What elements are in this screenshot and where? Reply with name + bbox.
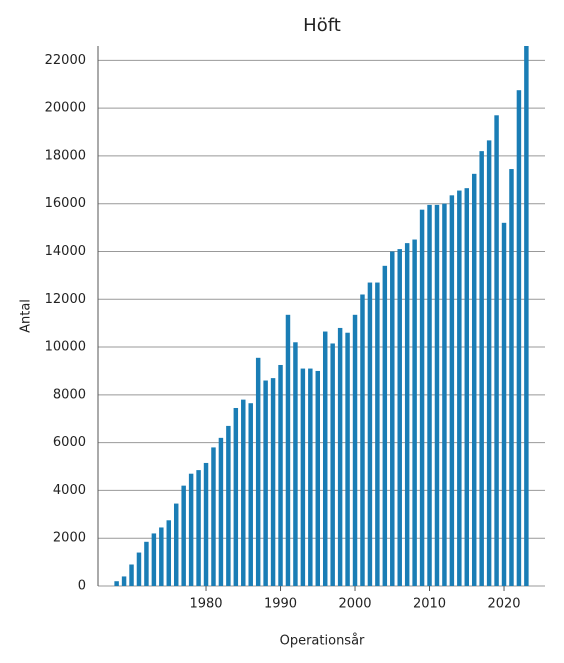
bar bbox=[412, 239, 417, 586]
bar bbox=[196, 470, 201, 586]
bar bbox=[464, 188, 470, 586]
bar bbox=[516, 90, 522, 586]
bar bbox=[159, 527, 164, 586]
bar bbox=[367, 282, 373, 586]
bar bbox=[144, 541, 149, 586]
x-tick-label: 1980 bbox=[189, 597, 222, 612]
bar bbox=[471, 173, 477, 587]
bar bbox=[308, 368, 313, 586]
bar bbox=[255, 357, 261, 586]
bar bbox=[315, 370, 321, 586]
bar bbox=[442, 203, 447, 587]
bar bbox=[293, 342, 298, 586]
bar bbox=[390, 251, 395, 586]
y-tick-label: 20000 bbox=[45, 101, 86, 116]
bar bbox=[479, 151, 484, 586]
bar bbox=[270, 378, 276, 586]
bar bbox=[352, 314, 358, 586]
y-tick-label: 14000 bbox=[45, 244, 86, 259]
bar bbox=[509, 169, 514, 586]
chart-title: Höft bbox=[303, 15, 341, 36]
bar bbox=[211, 447, 216, 586]
y-tick-label: 6000 bbox=[53, 435, 86, 450]
bar bbox=[375, 282, 380, 586]
y-tick-label: 8000 bbox=[53, 387, 86, 402]
bar bbox=[457, 190, 462, 586]
y-tick-label: 0 bbox=[78, 579, 86, 594]
bar bbox=[285, 314, 291, 586]
y-tick-label: 2000 bbox=[53, 531, 86, 546]
bar bbox=[345, 332, 350, 586]
y-tick-label: 10000 bbox=[45, 340, 86, 355]
x-tick-label: 2000 bbox=[338, 597, 371, 612]
y-axis-label: Antal bbox=[19, 299, 34, 333]
bar bbox=[337, 327, 343, 586]
bar bbox=[218, 437, 224, 586]
bar bbox=[494, 115, 499, 586]
bar bbox=[404, 243, 410, 586]
bar bbox=[241, 399, 246, 586]
bar bbox=[114, 581, 119, 586]
bar bbox=[434, 204, 440, 586]
y-tick-label: 12000 bbox=[45, 292, 86, 307]
y-tick-label: 16000 bbox=[45, 196, 86, 211]
y-tick-label: 18000 bbox=[45, 148, 86, 163]
bar bbox=[129, 564, 134, 586]
bar bbox=[330, 343, 335, 586]
bar bbox=[486, 140, 492, 586]
bar bbox=[419, 209, 425, 587]
bar bbox=[203, 462, 209, 586]
bar bbox=[263, 380, 268, 586]
y-tick-label: 22000 bbox=[45, 53, 86, 68]
bar bbox=[181, 485, 186, 586]
bar bbox=[397, 249, 402, 586]
bar bbox=[322, 331, 328, 586]
x-tick-label: 2010 bbox=[413, 597, 446, 612]
x-axis-label: Operationsår bbox=[280, 634, 365, 649]
bar bbox=[151, 533, 157, 586]
x-tick-label: 1990 bbox=[264, 597, 297, 612]
bar bbox=[427, 204, 432, 586]
bar bbox=[524, 46, 529, 586]
bar bbox=[449, 195, 455, 586]
bar bbox=[226, 425, 231, 586]
bar bbox=[173, 503, 179, 586]
y-tick-label: 4000 bbox=[53, 483, 86, 498]
bar bbox=[300, 368, 306, 586]
bar bbox=[166, 520, 172, 586]
bar bbox=[278, 364, 283, 586]
bar bbox=[501, 222, 507, 587]
bar bbox=[136, 552, 142, 586]
x-tick-label: 2020 bbox=[487, 597, 520, 612]
bar bbox=[188, 473, 194, 586]
bar bbox=[121, 576, 127, 586]
bar bbox=[360, 294, 365, 586]
bar bbox=[233, 407, 239, 586]
bar bbox=[382, 265, 388, 586]
bar bbox=[248, 403, 253, 586]
